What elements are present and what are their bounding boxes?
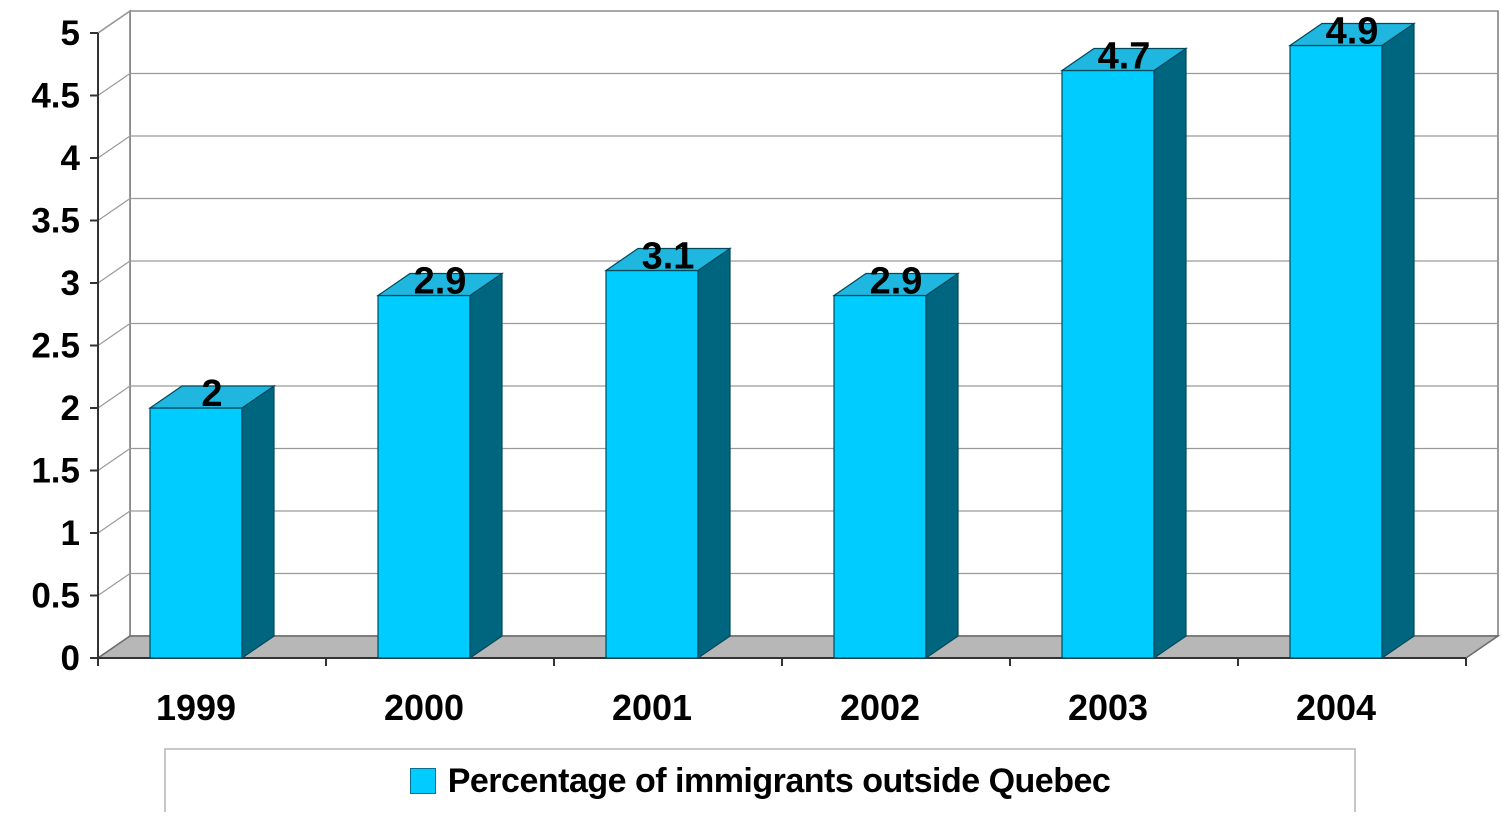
bar-front bbox=[605, 269, 699, 659]
x-tick-label: 2001 bbox=[612, 687, 692, 728]
grid-line bbox=[97, 447, 1498, 471]
chart-floor bbox=[95, 635, 1501, 659]
x-tick-label: 2003 bbox=[1068, 687, 1148, 728]
bar-top bbox=[148, 385, 276, 409]
y-tick-label: 5 bbox=[61, 14, 80, 53]
grid-line bbox=[97, 197, 1498, 221]
floor-plane bbox=[95, 635, 1501, 659]
bar-front bbox=[1289, 44, 1383, 659]
bar-top bbox=[376, 272, 504, 297]
bar-side bbox=[925, 272, 959, 660]
bar-side bbox=[697, 247, 731, 660]
grid-line bbox=[97, 385, 1498, 409]
y-tick-label: 0.5 bbox=[31, 577, 80, 616]
bar-front bbox=[833, 294, 927, 659]
y-tick-label: 4 bbox=[61, 139, 81, 178]
bar bbox=[1060, 47, 1188, 660]
chart-walls bbox=[97, 9, 1499, 660]
grid-line bbox=[97, 260, 1498, 284]
bar bbox=[604, 247, 732, 660]
y-tick-label: 1 bbox=[61, 514, 80, 553]
bar-side bbox=[1153, 47, 1187, 660]
bar bbox=[148, 384, 276, 660]
data-label: 4.9 bbox=[1326, 11, 1379, 53]
data-labels: 2 2.9 3.1 2.9 4.7 4.9 bbox=[201, 11, 1378, 416]
y-tick-label: 1.5 bbox=[31, 452, 80, 491]
data-label: 2.9 bbox=[870, 261, 923, 303]
bar-side bbox=[469, 272, 503, 660]
data-label: 2.9 bbox=[414, 261, 467, 303]
bar-front bbox=[377, 294, 471, 659]
x-tick-label: 2004 bbox=[1296, 687, 1376, 728]
grid-line bbox=[97, 10, 1498, 34]
data-label: 3.1 bbox=[642, 236, 695, 278]
grid-line bbox=[97, 322, 1498, 346]
axes bbox=[90, 32, 1467, 666]
y-tick-label: 2 bbox=[61, 389, 80, 428]
grid-line bbox=[97, 135, 1498, 159]
bar-front bbox=[1061, 69, 1155, 659]
y-tick-label: 4.5 bbox=[31, 77, 80, 116]
bars bbox=[148, 22, 1416, 660]
grid-line bbox=[97, 510, 1498, 534]
y-tick-label: 3 bbox=[61, 264, 80, 303]
grid-lines bbox=[97, 10, 1498, 596]
data-label: 4.7 bbox=[1098, 36, 1151, 78]
legend-swatch bbox=[409, 768, 436, 794]
grid-line bbox=[97, 72, 1498, 96]
bar-front bbox=[149, 407, 243, 659]
grid-line bbox=[97, 572, 1498, 596]
x-tick-label: 1999 bbox=[156, 687, 236, 728]
data-label: 2 bbox=[201, 373, 222, 415]
legend: Percentage of immigrants outside Quebec bbox=[164, 748, 1356, 812]
x-tick-label: 2000 bbox=[384, 687, 464, 728]
bar bbox=[832, 272, 960, 660]
bar-side bbox=[1381, 22, 1415, 660]
x-tick-label: 2002 bbox=[840, 687, 920, 728]
bar bbox=[376, 272, 504, 660]
bar-top bbox=[1288, 22, 1416, 47]
x-tick-labels: 1999 2000 2001 2002 2003 2004 bbox=[156, 687, 1376, 728]
bar-top bbox=[832, 272, 960, 297]
y-tick-label: 2.5 bbox=[31, 327, 80, 366]
bar-top bbox=[1060, 47, 1188, 72]
bar bbox=[1288, 22, 1416, 660]
y-tick-label: 3.5 bbox=[31, 202, 80, 241]
legend-label: Percentage of immigrants outside Quebec bbox=[447, 761, 1111, 800]
bar-side bbox=[241, 384, 275, 660]
y-tick-labels: 0 0.5 1 1.5 2 2.5 3 3.5 4 4.5 5 bbox=[31, 14, 80, 678]
y-tick-label: 0 bbox=[61, 639, 80, 678]
bar-top bbox=[604, 247, 732, 272]
